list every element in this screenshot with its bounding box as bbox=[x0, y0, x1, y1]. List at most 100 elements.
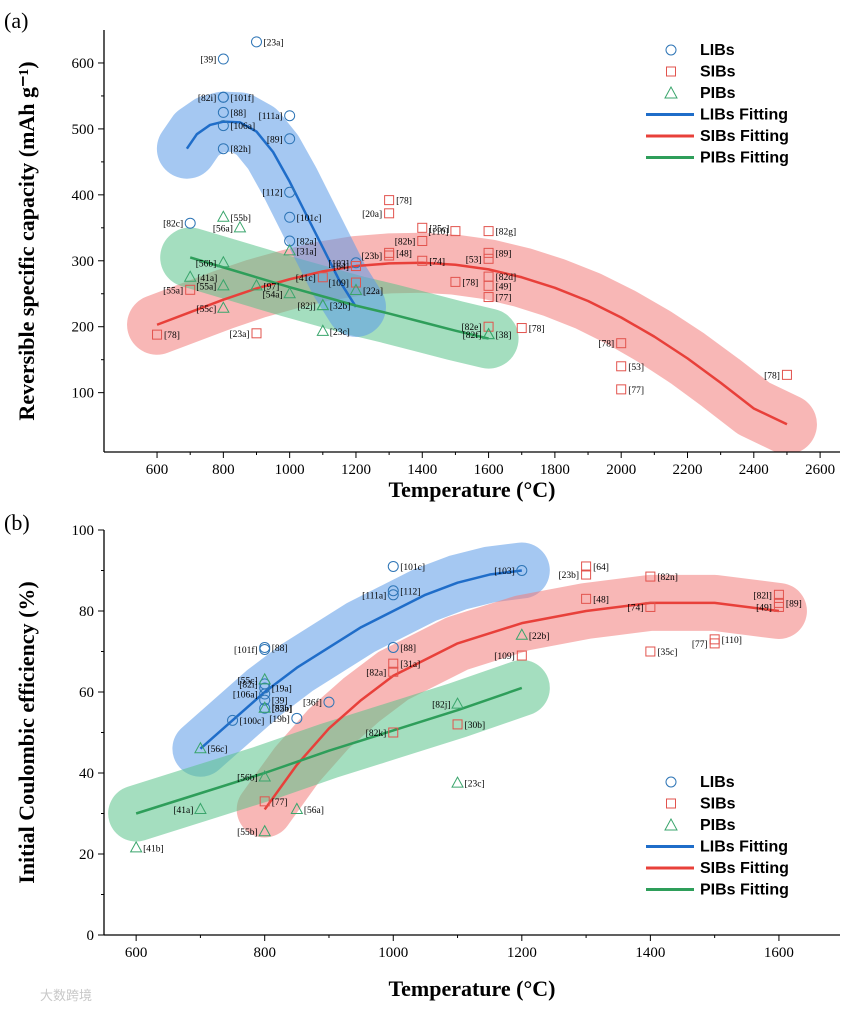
marker-triangle bbox=[316, 324, 330, 336]
point-pibs: [55b] bbox=[217, 210, 251, 224]
point-sibs: [31a] bbox=[388, 658, 420, 670]
point-label: [20a] bbox=[362, 210, 382, 220]
point-sibs: [109] bbox=[328, 277, 361, 289]
point-sibs: [78] bbox=[152, 329, 180, 341]
x-tick-label: 2200 bbox=[672, 462, 702, 478]
point-libs: [111a] bbox=[259, 110, 296, 122]
marker-circle bbox=[227, 714, 239, 726]
legend: LIBs SIBs PIBs LIBs Fitting SIBs Fitting PIBs… bbox=[646, 774, 789, 899]
point-sibs: [109] bbox=[494, 650, 527, 662]
point-pibs: [23c] bbox=[316, 324, 350, 338]
marker-square bbox=[251, 328, 262, 339]
point-label: [103] bbox=[328, 259, 349, 269]
marker-square bbox=[581, 569, 592, 580]
legend-label: LIBs bbox=[700, 774, 735, 791]
point-sibs: [82b] bbox=[395, 236, 428, 248]
y-tick-label: 20 bbox=[79, 847, 94, 863]
point-pibs: [54a] bbox=[263, 286, 297, 300]
point-label: [41a] bbox=[173, 806, 193, 816]
marker-circle bbox=[259, 682, 271, 694]
marker-square bbox=[616, 361, 627, 372]
legend-entry: LIBs bbox=[665, 774, 735, 791]
point-label: [64] bbox=[593, 563, 609, 573]
point-label: [89] bbox=[786, 599, 802, 609]
marker-square bbox=[452, 719, 463, 730]
point-sibs: [23a] bbox=[229, 328, 262, 340]
point-pibs: [82j] bbox=[297, 298, 330, 312]
point-sibs: [35c] bbox=[645, 646, 677, 658]
marker-square bbox=[483, 292, 494, 303]
point-label: [49] bbox=[496, 282, 512, 292]
point-label: [48] bbox=[396, 249, 412, 259]
legend-label: PIBs bbox=[700, 85, 736, 102]
point-label: [55c] bbox=[196, 305, 216, 315]
point-label: [41c] bbox=[296, 274, 316, 284]
point-libs: [101c] bbox=[284, 211, 321, 224]
y-axis-title: Reversible specific capacity (mAh g⁻¹) bbox=[14, 61, 39, 420]
point-sibs: [30b] bbox=[452, 719, 485, 731]
point-pibs: [97] bbox=[250, 278, 279, 292]
point-label: [82g] bbox=[496, 228, 517, 238]
x-tick-label: 1400 bbox=[635, 945, 665, 961]
point-label: [88] bbox=[230, 109, 246, 119]
point-label: [55b] bbox=[237, 828, 258, 838]
marker-square bbox=[781, 369, 792, 380]
point-sibs: [48] bbox=[581, 593, 609, 605]
point-libs: [101c] bbox=[387, 560, 425, 573]
marker-triangle bbox=[258, 770, 272, 782]
point-label: [111a] bbox=[362, 591, 386, 601]
marker-triangle bbox=[258, 672, 272, 685]
point-pibs: [56c] bbox=[194, 741, 227, 755]
marker-square bbox=[516, 323, 527, 334]
point-label: [56a] bbox=[304, 806, 324, 816]
point-label: [110] bbox=[428, 228, 448, 238]
legend-label: LIBs Fitting bbox=[700, 107, 788, 124]
point-sibs: [49] bbox=[756, 601, 784, 613]
point-pibs: [56b] bbox=[237, 770, 272, 784]
point-label: [82d] bbox=[496, 273, 517, 283]
point-libs: [39] bbox=[201, 53, 229, 66]
marker-triangle bbox=[290, 802, 304, 814]
point-label: [82a] bbox=[297, 238, 317, 248]
point-label: [56a] bbox=[213, 224, 233, 234]
point-label: [74] bbox=[628, 603, 644, 613]
point-label: [82k] bbox=[366, 729, 387, 739]
marker-triangle bbox=[194, 802, 207, 814]
point-label: [82a] bbox=[366, 668, 386, 678]
legend-label: PIBs bbox=[700, 817, 736, 834]
fit-line-sibs-fitting bbox=[156, 261, 788, 426]
fit-line-sibs-fitting bbox=[263, 601, 780, 811]
point-pibs: [41b] bbox=[129, 840, 164, 854]
marker-circle bbox=[387, 560, 399, 572]
marker-square bbox=[581, 593, 592, 604]
point-pibs: [55c] bbox=[238, 672, 272, 686]
legend-label: PIBs Fitting bbox=[700, 150, 789, 167]
point-sibs: [82l] bbox=[753, 589, 784, 601]
marker-square bbox=[350, 277, 361, 288]
point-label: [39] bbox=[272, 697, 288, 707]
point-label: [101f] bbox=[234, 645, 258, 656]
point-label: [82j] bbox=[297, 302, 315, 312]
marker-circle bbox=[387, 641, 399, 653]
y-tick-label: 200 bbox=[72, 320, 95, 336]
x-tick-label: 1800 bbox=[540, 462, 570, 478]
point-libs: [82c] bbox=[163, 217, 196, 230]
marker-square bbox=[450, 276, 461, 287]
point-label: [23a] bbox=[229, 330, 249, 340]
point-libs: [82a] bbox=[284, 235, 317, 248]
point-pibs: [56b] bbox=[196, 255, 230, 269]
marker-square bbox=[417, 222, 428, 233]
marker-circle bbox=[259, 694, 271, 706]
point-label: [110] bbox=[722, 636, 742, 646]
legend: LIBs SIBs PIBs LIBs Fitting SIBs Fitting PIBs… bbox=[646, 42, 789, 167]
plot-area: [101c] [103] [112] [111a] [88] [101f] [88] [82i… bbox=[108, 542, 807, 854]
legend-entry: LIBs Fitting bbox=[646, 107, 788, 124]
legend-entry: LIBs bbox=[665, 42, 735, 59]
point-label: [82f] bbox=[463, 330, 482, 341]
marker-circle bbox=[284, 133, 296, 145]
point-sibs: [110] bbox=[428, 226, 461, 238]
point-label: [89] bbox=[496, 249, 512, 259]
point-label: [109] bbox=[328, 279, 349, 289]
y-tick-label: 40 bbox=[79, 766, 94, 782]
point-pibs: [55a] bbox=[196, 278, 230, 292]
